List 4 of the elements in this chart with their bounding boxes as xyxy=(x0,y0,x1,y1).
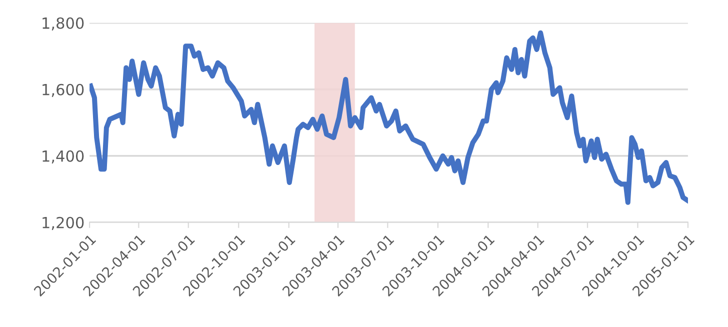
y-tick-label: 1,600 xyxy=(42,84,84,97)
y-tick-label: 1,400 xyxy=(42,150,84,164)
y-tick-label: 1,800 xyxy=(42,17,84,30)
y-tick-label: 1,200 xyxy=(42,216,84,230)
